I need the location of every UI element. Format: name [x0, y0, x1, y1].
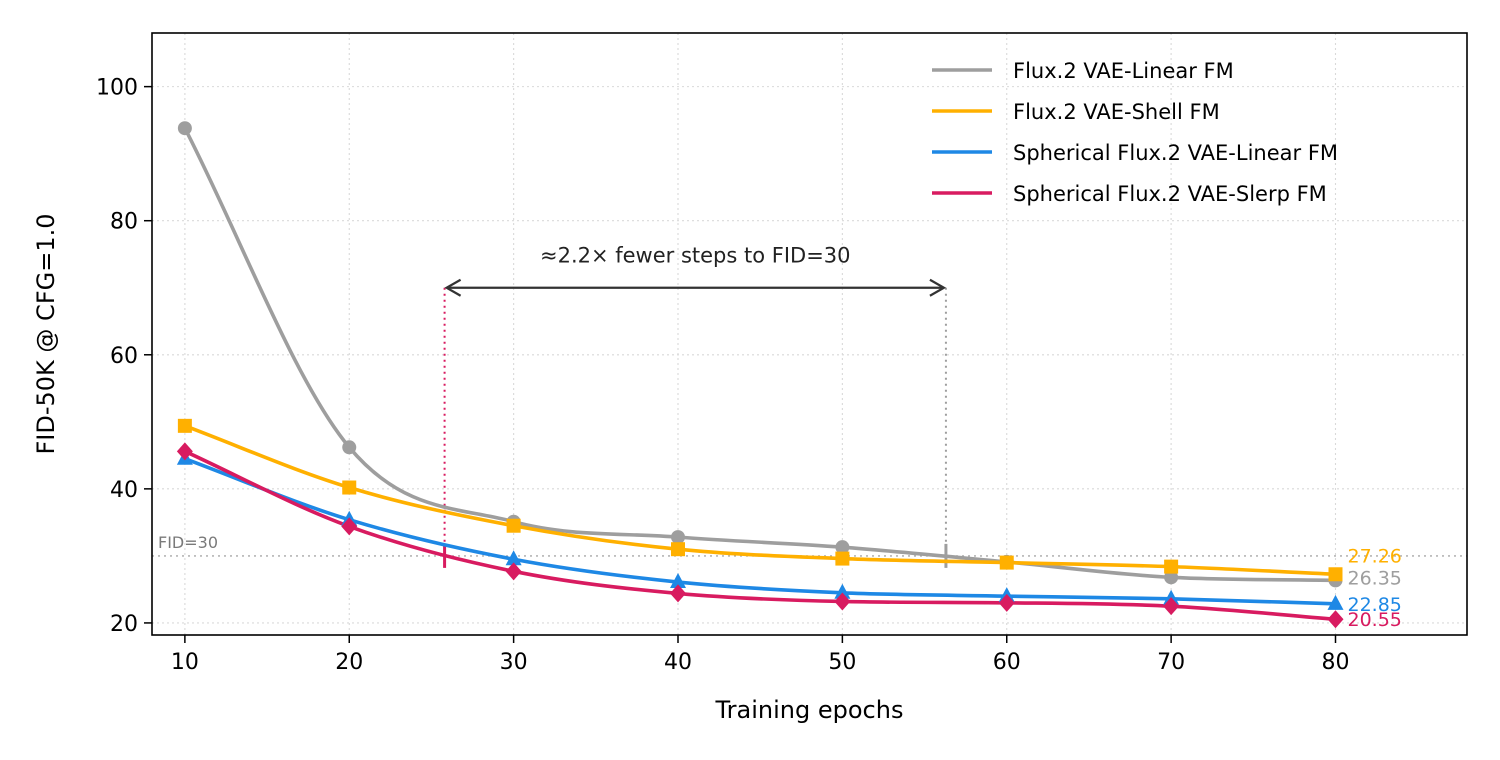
data-point-flux-2-vae-shell-fm-70	[1164, 559, 1179, 574]
axis-ticks: 10 20 30 40 50 60 70 80 20 40 60 80 100	[96, 76, 1350, 675]
reference-line-group: FID=30	[152, 533, 1467, 557]
data-point-flux-2-vae-shell-fm-40	[671, 542, 685, 557]
data-point-spherical-flux-2-vae-slerp-fm-20	[341, 517, 358, 536]
annotation-group: ≈2.2× fewer steps to FID=30	[443, 244, 948, 568]
grid-lines	[152, 33, 1467, 635]
data-point-spherical-flux-2-vae-linear-fm-50	[834, 583, 851, 599]
legend-label-flux-2-vae-shell-fm: Flux.2 VAE-Shell FM	[1013, 100, 1220, 124]
x-tick-label: 60	[993, 650, 1021, 675]
end-label-flux-2-vae-shell-fm: 27.26	[1348, 545, 1402, 567]
data-point-spherical-flux-2-vae-linear-fm-30	[505, 550, 522, 566]
end-label-spherical-flux-2-vae-linear-fm: 22.85	[1348, 594, 1402, 616]
data-point-flux-2-vae-shell-fm-20	[342, 480, 357, 495]
series-line-flux-2-vae-shell-fm	[183, 424, 1338, 577]
annotation-arrow-right-head	[929, 278, 947, 297]
data-point-flux-2-vae-shell-fm-60	[999, 555, 1014, 570]
y-tick-label: 20	[110, 612, 138, 637]
data-point-flux-2-vae-shell-fm-50	[835, 551, 850, 566]
x-tick-label: 30	[500, 650, 528, 675]
data-point-spherical-flux-2-vae-slerp-fm-80	[1327, 610, 1344, 629]
y-tick-label: 60	[110, 344, 138, 369]
x-tick-label: 40	[664, 650, 692, 675]
data-point-flux-2-vae-linear-fm-70	[1164, 570, 1179, 585]
y-tick-label: 100	[96, 76, 138, 101]
data-point-spherical-flux-2-vae-slerp-fm-70	[1163, 597, 1180, 616]
data-point-spherical-flux-2-vae-slerp-fm-60	[998, 593, 1015, 612]
x-tick-label: 50	[828, 650, 856, 675]
series-line-spherical-flux-2-vae-linear-fm	[183, 456, 1338, 606]
data-point-flux-2-vae-linear-fm-20	[342, 440, 357, 455]
data-point-spherical-flux-2-vae-slerp-fm-30	[505, 562, 522, 581]
data-point-spherical-flux-2-vae-slerp-fm-50	[834, 592, 851, 611]
x-tick-label: 70	[1157, 650, 1185, 675]
data-point-flux-2-vae-linear-fm-40	[671, 530, 685, 545]
data-point-flux-2-vae-linear-fm-10	[177, 121, 192, 136]
data-point-flux-2-vae-shell-fm-10	[177, 418, 192, 433]
data-point-spherical-flux-2-vae-linear-fm-80	[1327, 594, 1344, 610]
data-point-flux-2-vae-shell-fm-80	[1328, 567, 1343, 582]
series-line-spherical-flux-2-vae-slerp-fm	[183, 449, 1338, 622]
y-tick-label: 40	[110, 478, 138, 503]
legend-label-flux-2-vae-linear-fm: Flux.2 VAE-Linear FM	[1013, 59, 1234, 83]
x-tick-label: 10	[171, 650, 199, 675]
markers-group	[176, 121, 1344, 629]
data-point-spherical-flux-2-vae-slerp-fm-10	[176, 442, 193, 461]
end-label-flux-2-vae-linear-fm: 26.35	[1348, 567, 1402, 589]
data-point-flux-2-vae-shell-fm-30	[506, 518, 521, 533]
series-line-flux-2-vae-linear-fm	[183, 126, 1338, 583]
y-axis-label: FID-50K @ CFG=1.0	[32, 214, 60, 455]
plot-frame	[151, 32, 1468, 636]
data-point-flux-2-vae-linear-fm-50	[835, 540, 850, 555]
x-tick-label: 80	[1322, 650, 1350, 675]
annotation-label: ≈2.2× fewer steps to FID=30	[540, 244, 851, 268]
annotation-arrow-left-head	[444, 278, 462, 297]
end-label-spherical-flux-2-vae-slerp-fm: 20.55	[1348, 609, 1402, 631]
data-point-spherical-flux-2-vae-linear-fm-40	[670, 573, 686, 589]
series-group	[183, 126, 1338, 622]
legend-label-spherical-flux-2-vae-linear-fm: Spherical Flux.2 VAE-Linear FM	[1013, 141, 1338, 165]
legend-label-spherical-flux-2-vae-slerp-fm: Spherical Flux.2 VAE-Slerp FM	[1013, 182, 1327, 206]
fid-30-reference-label: FID=30	[158, 533, 218, 552]
legend: Flux.2 VAE-Linear FM Flux.2 VAE-Shell FM S…	[932, 59, 1338, 206]
y-tick-label: 80	[110, 210, 138, 235]
x-tick-label: 20	[335, 650, 363, 675]
x-axis-label: Training epochs	[715, 696, 904, 724]
data-point-spherical-flux-2-vae-slerp-fm-40	[670, 584, 686, 603]
